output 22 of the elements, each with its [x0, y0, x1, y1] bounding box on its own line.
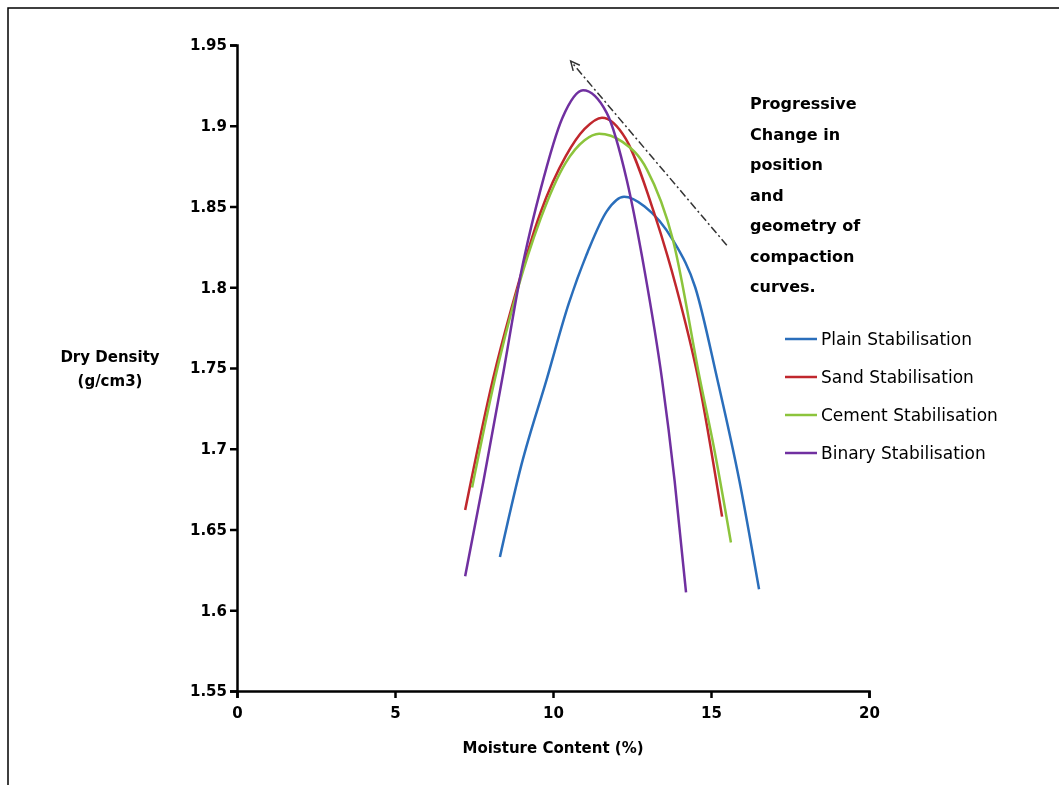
y-axis-title: Dry Density (g/cm3)	[60, 348, 160, 390]
x-axis-title: Moisture Content (%)	[462, 739, 644, 757]
y-tick-label: 1.75	[189, 359, 227, 378]
line-series	[463, 88, 688, 594]
legend-label: Cement Stabilisation	[821, 405, 998, 425]
x-tick-label: 5	[390, 703, 401, 722]
y-tick-label: 1.9	[200, 117, 227, 136]
x-tick-label: 0	[232, 703, 243, 722]
y-tick-label: 1.55	[189, 682, 227, 701]
y-tick-label: 1.85	[189, 197, 227, 216]
y-tick-label: 1.65	[189, 520, 227, 539]
annotation: Progressive Change in position and geometry of compaction curves.	[750, 94, 862, 296]
legend-label: Binary Stabilisation	[821, 443, 986, 463]
x-tick-label: 20	[859, 703, 880, 722]
y-tick-label: 1.95	[189, 36, 227, 55]
y-tick-label: 1.6	[200, 601, 227, 620]
y-tick-label: 1.7	[200, 440, 227, 459]
x-tick-label: 10	[543, 703, 564, 722]
legend-label: Sand Stabilisation	[821, 367, 974, 387]
x-tick-label: 15	[701, 703, 722, 722]
legend-label: Plain Stabilisation	[821, 329, 972, 349]
y-tick-label: 1.8	[200, 278, 227, 297]
